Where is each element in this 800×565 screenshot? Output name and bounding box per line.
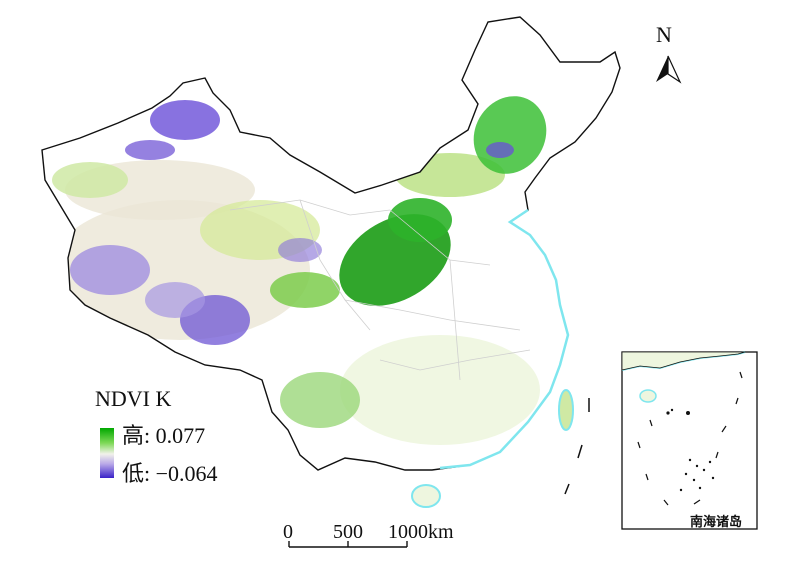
scale-tick-0: 0 (283, 521, 293, 543)
legend-high-label: 高: 0.077 (122, 423, 206, 448)
north-arrow (656, 55, 682, 84)
shaanxi-green (388, 198, 452, 242)
china-region (41, 16, 621, 508)
tibet-purple-3 (145, 282, 205, 318)
altai-purple (150, 100, 220, 140)
legend-title: NDVI K (95, 386, 172, 411)
ne-purple (486, 142, 514, 158)
inset-label: 南海诸岛 (690, 515, 743, 530)
taiwan-island (558, 389, 574, 431)
inset-boundary-dashes (637, 371, 743, 506)
tianshan-purple (125, 140, 175, 160)
scale-tick-1000km: 1000km (388, 521, 454, 543)
sichuan-green (270, 272, 340, 308)
north-arrow-icon (656, 56, 668, 82)
north-label: N (656, 22, 672, 47)
qinghai-purple (278, 238, 322, 262)
scale-tick-500: 500 (333, 521, 363, 543)
south-china-sea-inset (621, 351, 758, 530)
inset-frame (621, 351, 758, 530)
legend-color-ramp (100, 428, 114, 478)
yunnan-green (280, 372, 360, 428)
scale-bar (288, 541, 408, 548)
inset-hainan (639, 389, 657, 403)
tibet-purple-1 (70, 245, 150, 295)
xinjiang-green (52, 162, 128, 198)
coastline (439, 208, 570, 470)
china-boundary (41, 16, 621, 471)
hainan-island (411, 484, 441, 508)
province-boundaries (229, 199, 531, 381)
south-light (340, 335, 540, 445)
inset-islands (666, 408, 715, 492)
maritime-boundary-segments (564, 398, 590, 495)
legend-low-label: 低: −0.064 (122, 461, 218, 486)
inset-land (621, 351, 746, 371)
